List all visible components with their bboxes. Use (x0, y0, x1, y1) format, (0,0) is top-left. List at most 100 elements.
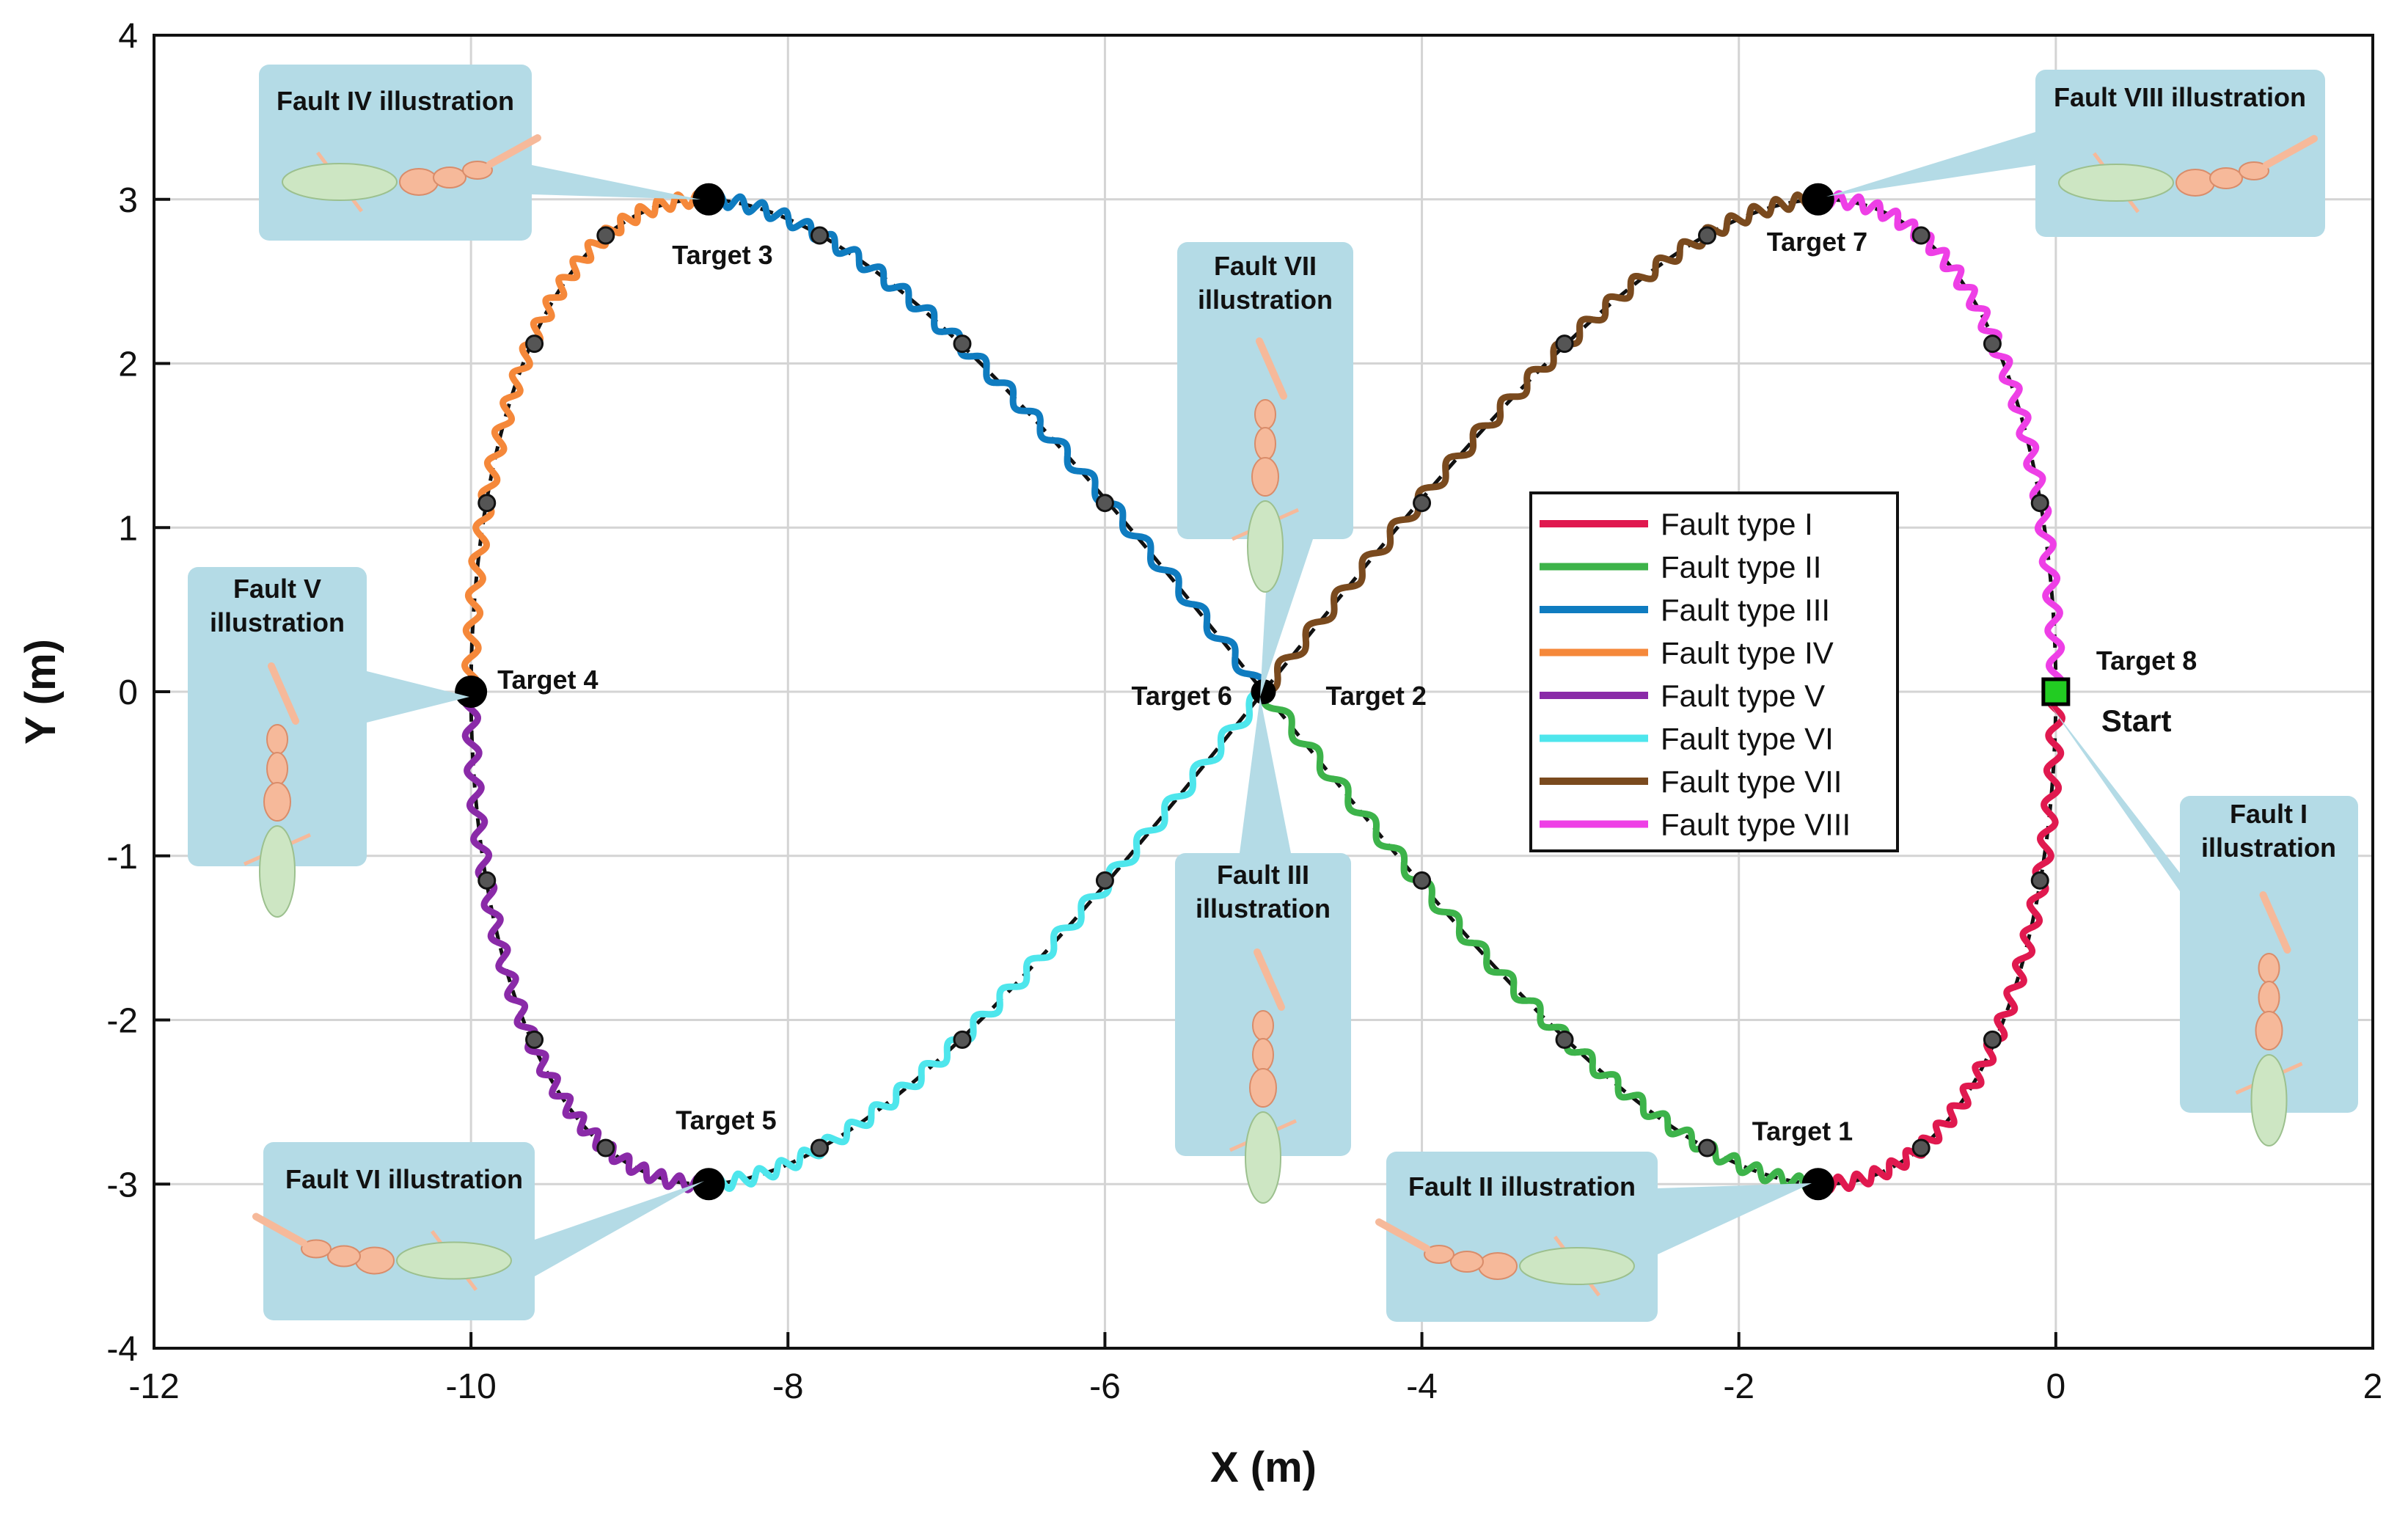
antenna (2263, 135, 2318, 169)
waypoint-marker (953, 1030, 972, 1049)
y-tick-label: -1 (106, 838, 138, 877)
body (396, 1241, 512, 1280)
callout-text-line: Fault I (2230, 799, 2308, 829)
callout-text: Fault II illustration (1408, 1171, 1636, 1202)
segment (266, 724, 288, 755)
x-tick-label: -8 (772, 1367, 804, 1406)
waypoint-marker (1911, 1138, 1931, 1158)
segment (1450, 1251, 1484, 1273)
legend-label: Fault type II (1661, 550, 1821, 585)
waypoint-marker (477, 871, 497, 890)
target-marker (692, 183, 725, 216)
x-tick-label: -12 (128, 1367, 179, 1406)
callout-pointer (367, 671, 469, 723)
waypoint-marker (1095, 494, 1114, 513)
body (2250, 1054, 2288, 1147)
segment (399, 168, 439, 196)
segment (263, 782, 291, 822)
robot-illustration (243, 662, 312, 918)
target-marker (1801, 183, 1834, 216)
segment (1254, 399, 1276, 430)
segment (2255, 1011, 2283, 1050)
segment (462, 161, 493, 180)
center-target-marker (1251, 679, 1276, 704)
y-tick-label: -2 (106, 1002, 138, 1041)
y-tick-label: 0 (118, 673, 138, 712)
target-label: Target 3 (672, 240, 772, 270)
callout-box (1175, 853, 1351, 1156)
waypoint-marker (1555, 1030, 1574, 1049)
waypoint-marker (1698, 1138, 1716, 1158)
waypoint-marker (1698, 226, 1716, 245)
callout-6: Fault VI illustration (252, 1142, 704, 1320)
robot-illustration (1231, 337, 1300, 593)
callout-4: Fault IV illustration (259, 65, 700, 241)
segment (1478, 1252, 1518, 1280)
y-tick-label: 4 (118, 17, 138, 56)
waypoint-marker (810, 226, 829, 245)
start-label: Start (2101, 703, 2172, 738)
segment (1252, 1010, 1274, 1041)
legend-label: Fault type VI (1661, 722, 1834, 756)
callout-pointer (535, 1181, 704, 1276)
legend-label: Fault type III (1661, 593, 1830, 627)
callout-box (188, 567, 367, 866)
callout-text-line: illustration (2201, 833, 2336, 863)
segment (1252, 1038, 1274, 1072)
legend-label: Fault type VII (1661, 764, 1842, 799)
robot-illustration (2235, 891, 2303, 1147)
segment (327, 1245, 361, 1268)
antenna (2259, 891, 2291, 954)
legend-label: Fault type I (1661, 507, 1813, 541)
callout-text-line: Fault IV illustration (277, 86, 514, 116)
waypoint-marker (596, 1138, 615, 1158)
segment (2258, 953, 2280, 984)
y-tick-label: -3 (106, 1166, 138, 1204)
x-tick-label: -4 (1406, 1367, 1438, 1406)
callout-2: Fault II illustration (1375, 1152, 1812, 1322)
target-label: Target 4 (497, 665, 598, 695)
x-tick-label: -2 (1723, 1367, 1754, 1406)
target-label: Target 5 (676, 1105, 776, 1135)
y-tick-label: 2 (118, 345, 138, 384)
callout-3: Fault III illustration (1175, 697, 1351, 1204)
callout-7: Fault VII illustration (1177, 242, 1353, 697)
callout-pointer (2049, 704, 2180, 891)
antenna (1254, 948, 1285, 1011)
antenna (252, 1213, 307, 1247)
waypoint-marker (1555, 334, 1574, 354)
callout-text-line: Fault V (233, 574, 321, 604)
waypoint-marker (1983, 1030, 2002, 1049)
callout-box (1177, 242, 1353, 539)
callout-text-line: Fault VII (1214, 251, 1317, 281)
legend-label: Fault type V (1661, 679, 1825, 713)
legend-label: Fault type IV (1661, 636, 1834, 670)
segment (1251, 457, 1279, 497)
waypoint-markers (477, 226, 2049, 1158)
antenna (486, 134, 541, 168)
waypoint-marker (1413, 871, 1432, 890)
y-tick-label: 1 (118, 509, 138, 548)
callout-text-line: Fault II illustration (1408, 1171, 1636, 1202)
callout-pointer (532, 165, 700, 200)
segment (301, 1239, 332, 1259)
robot-illustration (1229, 948, 1298, 1204)
target-label: Target 6 (1132, 681, 1232, 711)
callout-text: Fault IV illustration (277, 86, 514, 116)
callout-text-line: illustration (1196, 893, 1331, 924)
segment (1254, 427, 1276, 461)
legend-label: Fault type VIII (1661, 808, 1851, 842)
waypoint-marker (953, 334, 972, 354)
robot-illustration (282, 134, 541, 213)
waypoint-marker (525, 1030, 544, 1049)
x-tick-label: 2 (2363, 1367, 2383, 1406)
callout-text: Fault I illustration (2201, 799, 2336, 863)
waypoint-marker (1983, 334, 2002, 354)
legend-box (1529, 491, 1899, 852)
waypoint-marker (1911, 226, 1931, 245)
start-marker (2041, 677, 2071, 706)
segment (266, 752, 288, 786)
